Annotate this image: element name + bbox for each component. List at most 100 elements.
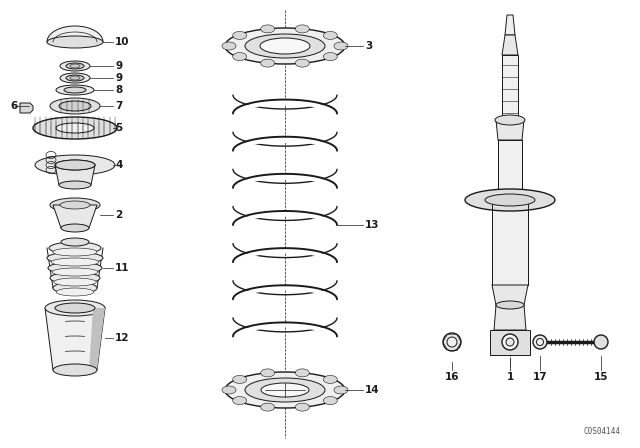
Text: 9: 9 [115,73,122,83]
Ellipse shape [66,63,84,69]
Polygon shape [494,305,526,330]
Ellipse shape [245,34,325,58]
Ellipse shape [66,75,84,81]
Polygon shape [498,140,522,200]
Ellipse shape [323,52,337,60]
Ellipse shape [295,369,309,377]
Polygon shape [505,15,515,35]
Ellipse shape [59,181,91,189]
Ellipse shape [295,25,309,33]
Ellipse shape [485,194,535,206]
Text: 17: 17 [532,372,547,382]
Polygon shape [502,35,518,55]
Ellipse shape [225,28,345,64]
Ellipse shape [53,282,97,294]
Ellipse shape [323,31,337,39]
Ellipse shape [55,303,95,313]
Ellipse shape [60,73,90,83]
Ellipse shape [245,378,325,402]
Ellipse shape [61,224,89,232]
Text: 16: 16 [445,372,460,382]
Ellipse shape [53,364,97,376]
Text: 13: 13 [365,220,380,230]
Text: 3: 3 [365,41,372,51]
Ellipse shape [54,278,96,286]
Ellipse shape [55,160,95,170]
Text: 5: 5 [115,123,122,133]
Ellipse shape [260,38,310,54]
Text: 6: 6 [10,101,17,111]
Polygon shape [45,308,105,370]
Polygon shape [55,165,95,185]
Ellipse shape [295,403,309,411]
Text: 8: 8 [115,85,122,95]
Ellipse shape [56,288,93,296]
Polygon shape [492,200,528,285]
Ellipse shape [60,201,90,209]
Text: 14: 14 [365,385,380,395]
Ellipse shape [447,337,457,347]
Text: 15: 15 [594,372,608,382]
Ellipse shape [49,242,101,254]
Ellipse shape [334,386,348,394]
Text: C0S04144: C0S04144 [583,427,620,436]
Ellipse shape [443,333,461,351]
Text: 9: 9 [115,61,122,71]
Ellipse shape [334,42,348,50]
Text: 4: 4 [115,160,122,170]
Ellipse shape [70,64,80,68]
Text: 12: 12 [115,333,129,343]
Ellipse shape [50,272,100,284]
Ellipse shape [323,396,337,405]
Ellipse shape [59,101,91,111]
Ellipse shape [51,258,99,266]
Ellipse shape [260,369,275,377]
Polygon shape [496,120,524,140]
Text: 1: 1 [506,372,514,382]
Ellipse shape [45,300,105,316]
Ellipse shape [295,59,309,67]
Text: 2: 2 [115,210,122,220]
Ellipse shape [56,123,94,133]
Ellipse shape [50,198,100,212]
Ellipse shape [233,375,246,383]
Polygon shape [89,308,105,370]
Ellipse shape [225,372,345,408]
Ellipse shape [465,189,555,211]
Ellipse shape [50,98,100,114]
Ellipse shape [52,268,98,276]
Ellipse shape [506,338,514,346]
Polygon shape [490,330,530,355]
Text: 7: 7 [115,101,122,111]
Ellipse shape [496,301,524,309]
Ellipse shape [47,36,103,48]
Ellipse shape [594,335,608,349]
Ellipse shape [533,335,547,349]
Ellipse shape [233,396,246,405]
Ellipse shape [56,85,94,95]
Ellipse shape [48,262,102,274]
Polygon shape [47,26,103,42]
Ellipse shape [61,238,89,246]
Ellipse shape [64,87,86,93]
Polygon shape [502,55,518,120]
Polygon shape [53,205,97,228]
Text: 10: 10 [115,37,129,47]
Ellipse shape [323,375,337,383]
Ellipse shape [261,383,309,397]
Ellipse shape [60,61,90,71]
Ellipse shape [70,76,80,80]
Ellipse shape [260,25,275,33]
Ellipse shape [233,52,246,60]
Ellipse shape [260,59,275,67]
Ellipse shape [33,117,117,139]
Text: 11: 11 [115,263,129,273]
Ellipse shape [502,334,518,350]
Polygon shape [20,103,33,113]
Ellipse shape [222,42,236,50]
Ellipse shape [55,160,95,170]
Polygon shape [492,285,528,305]
Ellipse shape [536,339,543,345]
Ellipse shape [35,155,115,175]
Ellipse shape [53,248,97,256]
